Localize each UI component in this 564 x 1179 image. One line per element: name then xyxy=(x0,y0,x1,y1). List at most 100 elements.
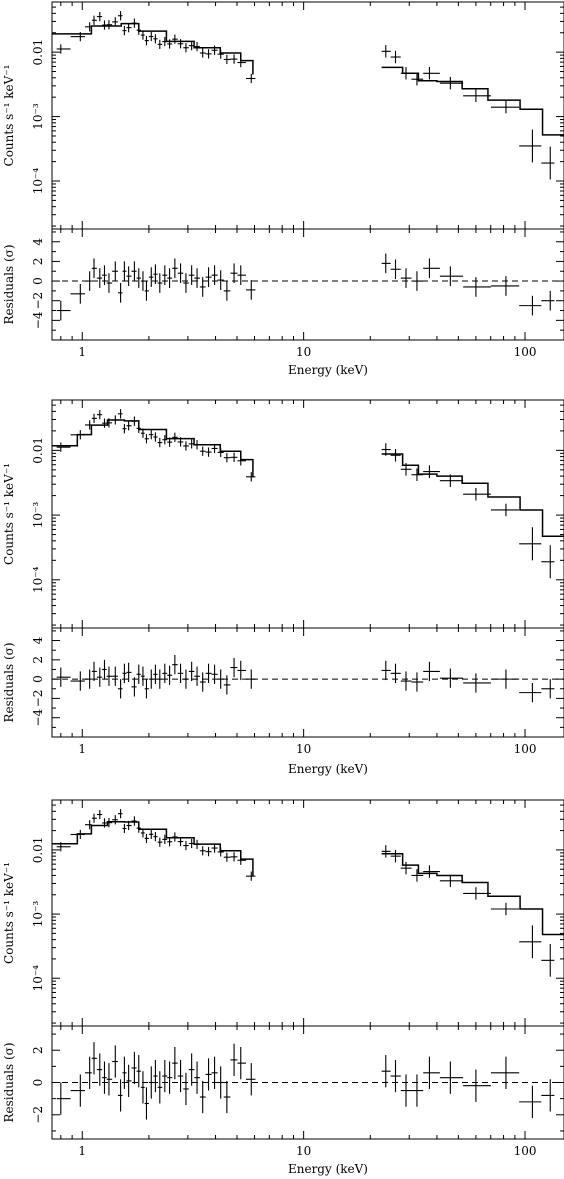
data-point xyxy=(519,527,542,561)
data-point xyxy=(112,666,118,686)
y-axis-title: Residuals (σ) xyxy=(2,1042,16,1122)
data-point xyxy=(205,447,212,457)
model-line xyxy=(52,820,254,877)
data-point xyxy=(411,271,424,291)
data-point xyxy=(423,865,440,878)
series-1 xyxy=(56,258,256,321)
data-point xyxy=(162,435,168,445)
series-2 xyxy=(381,253,555,316)
data-point xyxy=(136,664,141,684)
data-point xyxy=(157,837,163,847)
data-point xyxy=(96,1053,103,1086)
data-point xyxy=(140,30,145,40)
y-tick-label: 2 xyxy=(31,258,45,266)
x-tick-label: 1 xyxy=(78,742,86,756)
x-tick-label: 10 xyxy=(296,1144,311,1158)
data-point xyxy=(199,1080,206,1114)
data-point xyxy=(237,1046,247,1080)
data-point xyxy=(172,655,178,675)
data-point xyxy=(463,487,491,501)
data-point xyxy=(172,34,178,44)
data-point xyxy=(91,1042,97,1075)
y-axis-title: Counts s⁻¹ keV⁻¹ xyxy=(2,862,16,964)
data-point xyxy=(167,1061,173,1094)
y-tick-label: −4 xyxy=(31,311,45,329)
data-point xyxy=(117,11,123,21)
plot-frame xyxy=(51,1,564,230)
data-point xyxy=(183,1072,189,1106)
y-tick-label: 0 xyxy=(31,277,45,285)
data-point xyxy=(246,871,256,881)
data-point xyxy=(194,666,200,686)
data-point xyxy=(519,925,542,959)
y-tick-label: −2 xyxy=(31,1106,45,1124)
data-point xyxy=(172,258,178,279)
x-axis-title: Energy (keV) xyxy=(288,1162,368,1176)
data-point xyxy=(230,657,238,678)
data-point xyxy=(144,1087,149,1120)
data-point xyxy=(126,23,132,33)
data-point xyxy=(246,472,256,482)
data-point xyxy=(91,813,97,823)
y-axis-title: Counts s⁻¹ keV⁻¹ xyxy=(2,65,16,167)
data-point xyxy=(217,669,224,689)
data-point xyxy=(96,667,103,687)
data-point xyxy=(541,146,555,180)
y-tick-label: 10⁻⁴ xyxy=(31,168,45,195)
data-point xyxy=(381,1055,391,1088)
data-point xyxy=(144,35,149,46)
data-point xyxy=(148,429,154,440)
data-point xyxy=(390,849,401,863)
data-point xyxy=(490,100,520,114)
series-2 xyxy=(381,660,555,703)
y-tick-label: 10⁻³ xyxy=(31,502,45,529)
series-2 xyxy=(381,845,564,977)
data-point xyxy=(84,271,92,291)
data-point xyxy=(423,258,440,279)
plot-frame xyxy=(51,399,564,629)
data-point xyxy=(223,54,231,65)
data-point xyxy=(205,49,212,59)
y-tick-label: 2 xyxy=(31,656,45,664)
y-axis-title: Residuals (σ) xyxy=(2,642,16,722)
plot-frame xyxy=(51,627,564,738)
data-point xyxy=(122,424,127,434)
data-point xyxy=(112,815,118,825)
data-point xyxy=(183,43,189,53)
data-point xyxy=(230,1043,238,1077)
data-point xyxy=(205,1058,212,1091)
data-point xyxy=(122,25,127,36)
model-line xyxy=(381,853,564,936)
y-tick-label: 4 xyxy=(31,238,45,246)
data-point xyxy=(541,943,555,977)
data-point xyxy=(183,441,189,451)
data-point xyxy=(112,261,118,282)
data-point xyxy=(91,258,97,279)
data-point xyxy=(217,270,224,290)
data-point xyxy=(230,263,238,284)
model-line xyxy=(381,66,564,136)
data-point xyxy=(144,679,149,699)
data-point xyxy=(237,57,247,68)
data-point xyxy=(519,129,542,163)
data-point xyxy=(199,846,206,856)
panel-5: 0.01 10⁻³ 10⁻⁴ Counts s⁻¹ keV⁻¹ xyxy=(2,799,564,1027)
data-point xyxy=(211,265,218,285)
x-axis-title: Energy (keV) xyxy=(288,363,368,377)
data-point xyxy=(136,268,141,288)
data-point xyxy=(519,682,542,703)
data-point xyxy=(167,665,173,685)
data-point xyxy=(167,268,173,288)
data-point xyxy=(84,1056,92,1089)
series-2 xyxy=(381,1055,555,1119)
data-point xyxy=(153,34,158,44)
data-point xyxy=(56,667,71,687)
data-point xyxy=(126,266,132,286)
data-point xyxy=(122,663,127,683)
data-point xyxy=(140,1071,145,1104)
data-point xyxy=(70,284,85,304)
data-point xyxy=(70,1074,85,1107)
data-point xyxy=(140,271,145,291)
data-point xyxy=(490,669,520,689)
data-point xyxy=(70,671,85,691)
